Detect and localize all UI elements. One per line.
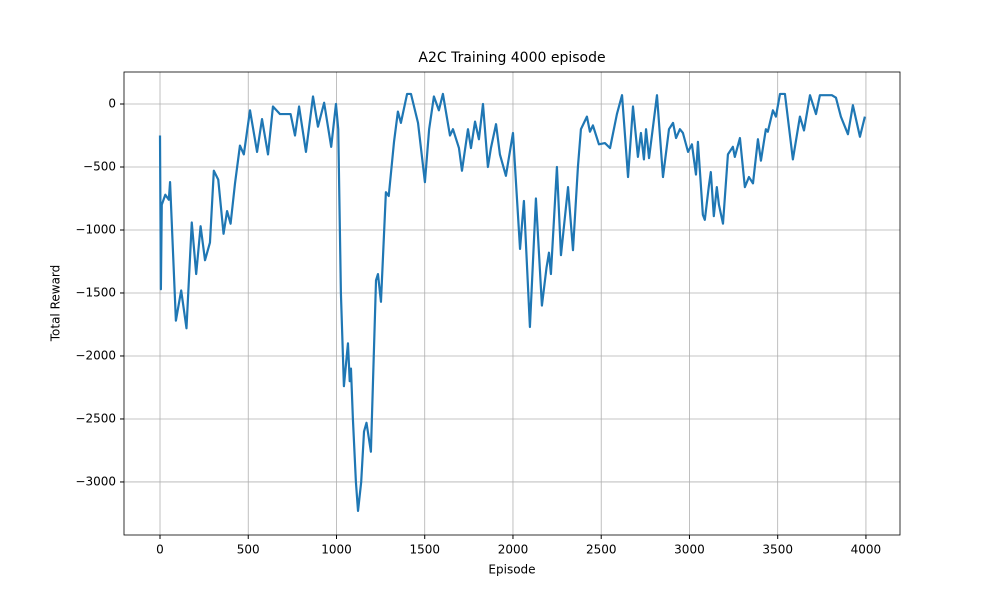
x-tick-label: 3500 [762,543,793,557]
y-axis-label: Total Reward [49,265,63,343]
y-tick-label: −1500 [75,285,116,299]
x-axis-label: Episode [488,563,535,577]
chart-title: A2C Training 4000 episode [418,50,605,66]
x-tick-label: 1000 [321,543,352,557]
x-tick-label: 3000 [674,543,705,557]
y-tick-label: 0 [108,97,116,111]
x-tick-label: 0 [156,543,164,557]
plot-frame [123,71,901,536]
x-tick-label: 1500 [409,543,440,557]
data-line [158,92,866,513]
x-tick-label: 2000 [498,543,529,557]
x-tick-label: 500 [237,543,260,557]
x-tick-label: 2500 [586,543,617,557]
y-tick-label: −500 [83,159,116,173]
y-tick-label: −1000 [75,222,116,236]
x-tick-label: 4000 [851,543,882,557]
y-tick-label: −2500 [75,411,116,425]
y-tick-label: −3000 [75,474,116,488]
y-tick-label: −2000 [75,348,116,362]
